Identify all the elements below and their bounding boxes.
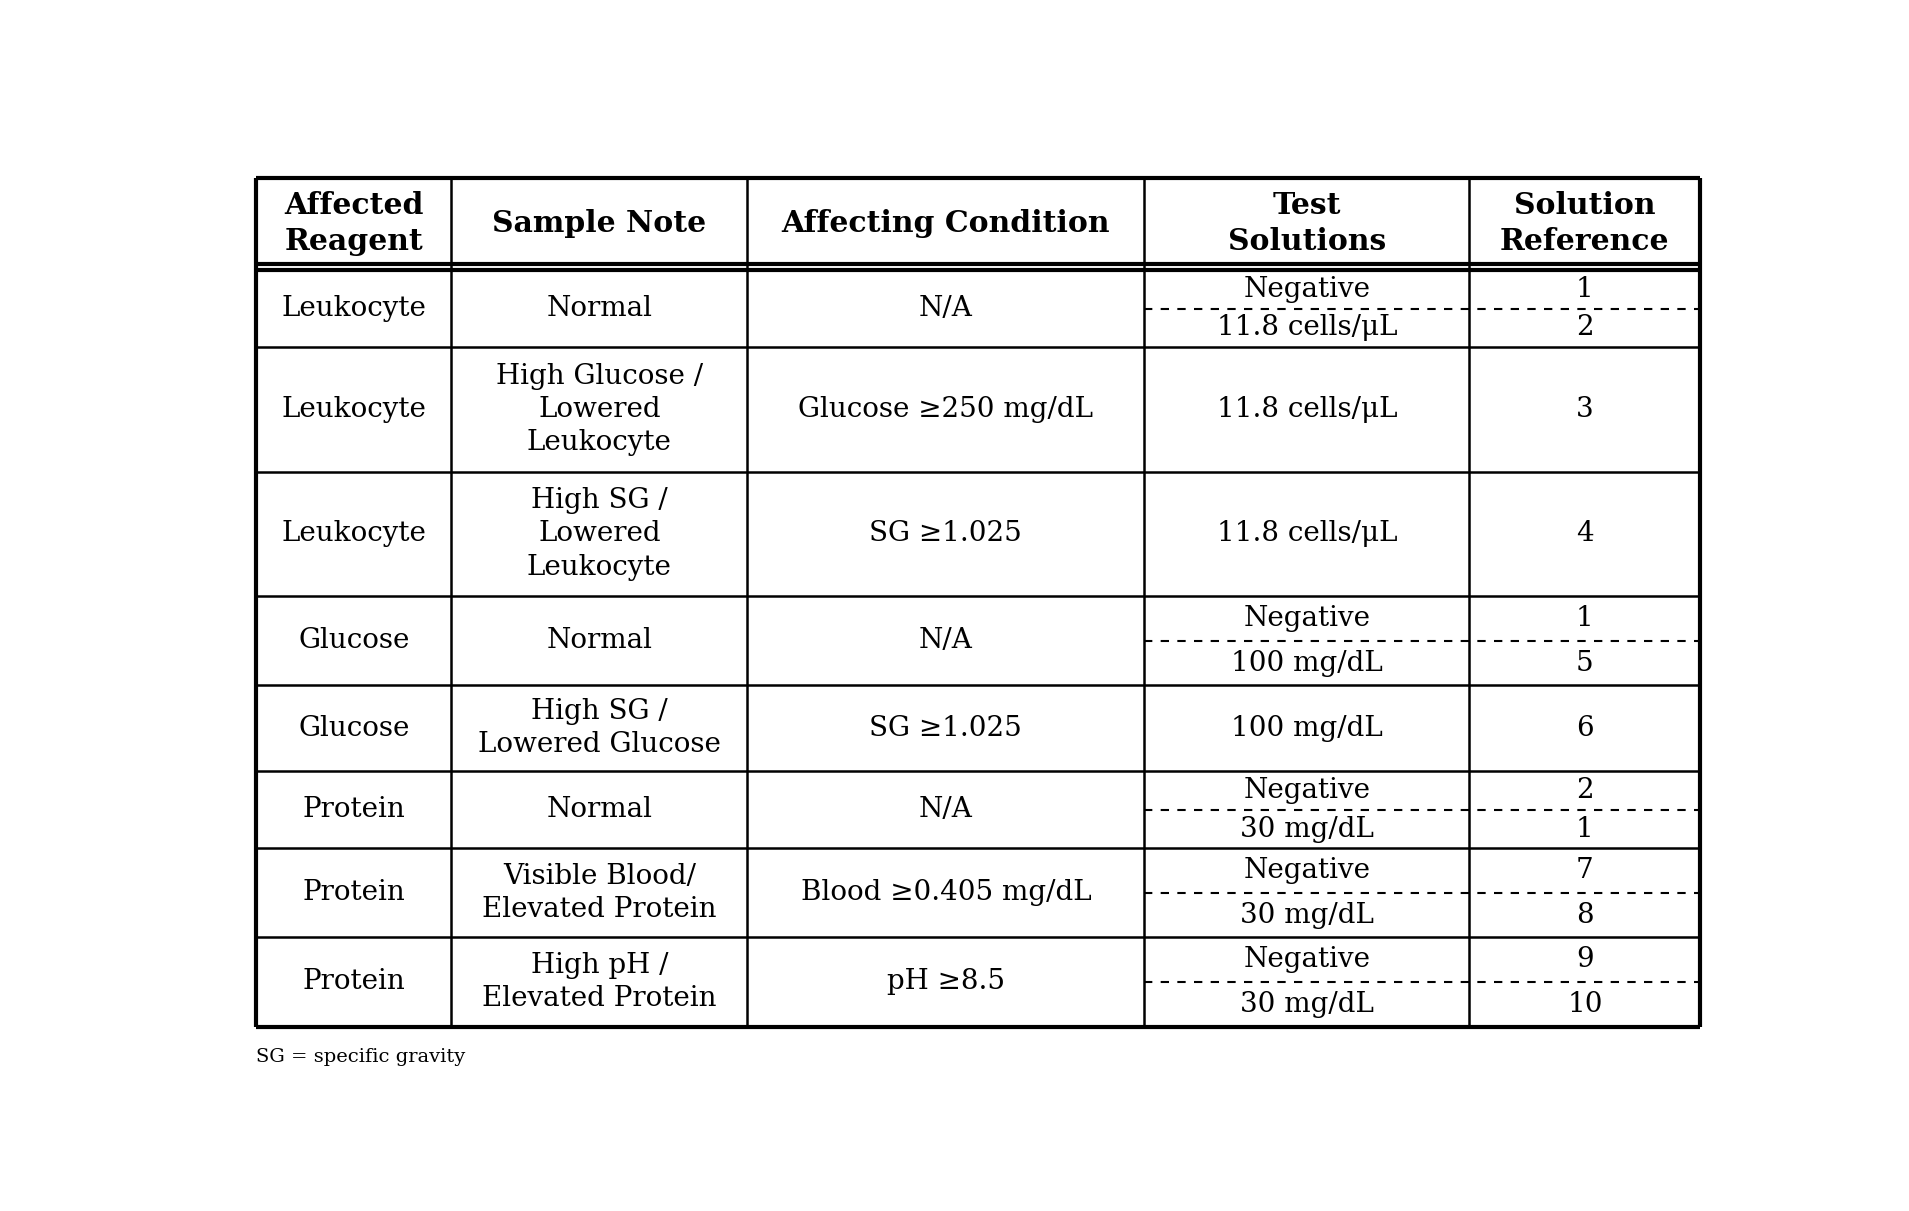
Text: SG ≥1.025: SG ≥1.025 — [869, 714, 1021, 742]
Text: 100 mg/dL: 100 mg/dL — [1231, 714, 1382, 742]
Text: N/A: N/A — [918, 797, 974, 823]
Text: 1: 1 — [1577, 606, 1594, 632]
Text: 100 mg/dL: 100 mg/dL — [1231, 649, 1382, 677]
Text: Leukocyte: Leukocyte — [281, 521, 426, 547]
Text: Negative: Negative — [1243, 606, 1371, 632]
Text: Blood ≥0.405 mg/dL: Blood ≥0.405 mg/dL — [800, 879, 1092, 907]
Text: N/A: N/A — [918, 627, 974, 654]
Text: 30 mg/dL: 30 mg/dL — [1241, 991, 1374, 1017]
Text: 10: 10 — [1567, 991, 1602, 1017]
Text: 8: 8 — [1577, 902, 1594, 929]
Text: Protein: Protein — [302, 969, 405, 995]
Text: High Glucose /
Lowered
Leukocyte: High Glucose / Lowered Leukocyte — [496, 362, 703, 457]
Text: 30 mg/dL: 30 mg/dL — [1241, 902, 1374, 929]
Text: Normal: Normal — [546, 797, 653, 823]
Text: Sample Note: Sample Note — [493, 210, 706, 239]
Text: Solution
Reference: Solution Reference — [1500, 191, 1670, 257]
Text: Glucose: Glucose — [298, 714, 410, 742]
Text: Glucose: Glucose — [298, 627, 410, 654]
Text: Protein: Protein — [302, 797, 405, 823]
Text: Normal: Normal — [546, 627, 653, 654]
Text: 1: 1 — [1577, 276, 1594, 303]
Text: Negative: Negative — [1243, 946, 1371, 974]
Text: SG = specific gravity: SG = specific gravity — [256, 1049, 466, 1066]
Text: Affected
Reagent: Affected Reagent — [284, 191, 424, 257]
Text: 6: 6 — [1577, 714, 1594, 742]
Text: Leukocyte: Leukocyte — [281, 396, 426, 423]
Text: 2: 2 — [1577, 777, 1594, 804]
Text: 2: 2 — [1577, 315, 1594, 342]
Text: Negative: Negative — [1243, 777, 1371, 804]
Text: 5: 5 — [1577, 649, 1594, 677]
Text: Glucose ≥250 mg/dL: Glucose ≥250 mg/dL — [798, 396, 1094, 423]
Text: N/A: N/A — [918, 295, 974, 322]
Text: pH ≥8.5: pH ≥8.5 — [888, 969, 1004, 995]
Text: High SG /
Lowered Glucose: High SG / Lowered Glucose — [477, 699, 722, 758]
Text: Negative: Negative — [1243, 276, 1371, 303]
Text: Normal: Normal — [546, 295, 653, 322]
Text: 7: 7 — [1577, 857, 1594, 884]
Text: 4: 4 — [1577, 521, 1594, 547]
Text: 30 mg/dL: 30 mg/dL — [1241, 816, 1374, 843]
Text: Affecting Condition: Affecting Condition — [781, 210, 1111, 239]
Text: High SG /
Lowered
Leukocyte: High SG / Lowered Leukocyte — [527, 487, 672, 581]
Text: 9: 9 — [1577, 946, 1594, 974]
Text: 11.8 cells/μL: 11.8 cells/μL — [1216, 396, 1397, 423]
Text: 11.8 cells/μL: 11.8 cells/μL — [1216, 521, 1397, 547]
Text: 1: 1 — [1577, 816, 1594, 843]
Text: SG ≥1.025: SG ≥1.025 — [869, 521, 1021, 547]
Text: Test
Solutions: Test Solutions — [1227, 191, 1386, 257]
Text: Visible Blood/
Elevated Protein: Visible Blood/ Elevated Protein — [483, 863, 716, 923]
Text: High pH /
Elevated Protein: High pH / Elevated Protein — [483, 952, 716, 1012]
Text: Negative: Negative — [1243, 857, 1371, 884]
Text: 11.8 cells/μL: 11.8 cells/μL — [1216, 315, 1397, 342]
Text: 3: 3 — [1577, 396, 1594, 423]
Text: Leukocyte: Leukocyte — [281, 295, 426, 322]
Text: Protein: Protein — [302, 879, 405, 907]
